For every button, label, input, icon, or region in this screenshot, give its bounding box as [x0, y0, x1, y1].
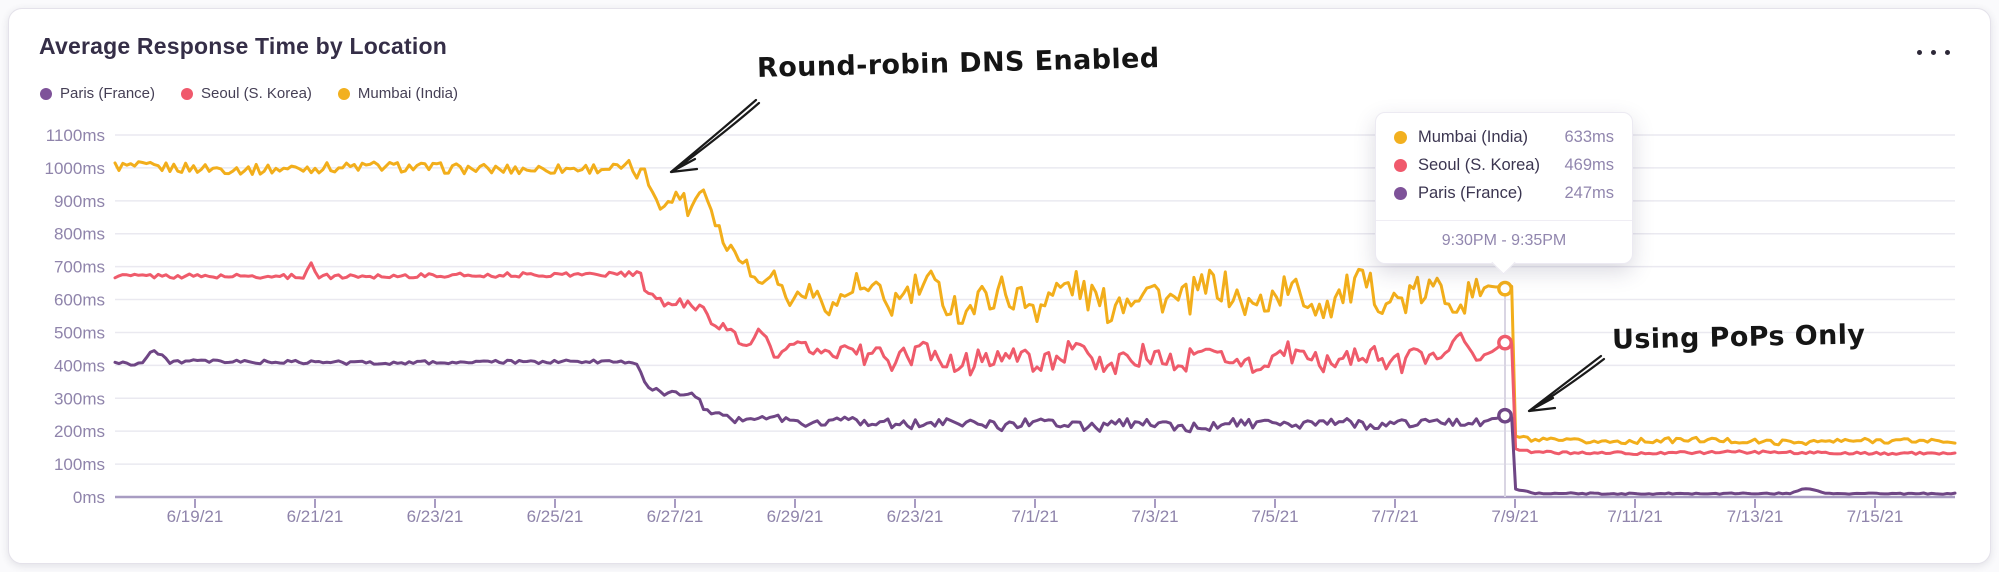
x-axis-label: 7/7/21	[1371, 507, 1418, 526]
page-title: Average Response Time by Location	[39, 33, 447, 59]
y-axis-label: 700ms	[54, 258, 105, 277]
ellipsis-icon	[1930, 49, 1936, 55]
x-axis-label: 6/25/21	[527, 507, 584, 526]
ellipsis-icon	[1944, 49, 1950, 55]
y-axis-label: 500ms	[54, 323, 105, 342]
x-axis-label: 7/1/21	[1011, 507, 1058, 526]
x-axis-label: 7/5/21	[1251, 507, 1298, 526]
y-axis-label: 200ms	[54, 422, 105, 441]
y-axis-label: 100ms	[54, 455, 105, 474]
tooltip-series-label: Seoul (S. Korea)	[1418, 156, 1540, 174]
y-axis-label: 900ms	[54, 192, 105, 211]
more-options-button[interactable]	[1906, 37, 1960, 67]
annotation-arrow-using-pops	[1527, 354, 1606, 413]
x-axis-label: 7/3/21	[1131, 507, 1178, 526]
x-axis-label: 6/29/21	[767, 507, 824, 526]
legend-dot-icon	[337, 87, 350, 100]
chart-legend: Paris (France) Seoul (S. Korea) Mumbai (…	[40, 85, 458, 102]
ellipsis-icon	[1916, 49, 1922, 55]
hover-marker-paris[interactable]	[1497, 407, 1513, 424]
tooltip-row-paris: Paris (France) 247ms	[1394, 184, 1614, 203]
series-dot-icon	[1394, 187, 1407, 200]
legend-item-mumbai[interactable]: Mumbai (India)	[337, 85, 458, 102]
legend-item-seoul[interactable]: Seoul (S. Korea)	[181, 85, 312, 102]
hover-marker-seoul[interactable]	[1497, 334, 1513, 351]
y-axis-label: 0ms	[73, 488, 105, 507]
legend-dot-icon	[40, 87, 52, 100]
x-axis-label: 7/15/21	[1847, 507, 1904, 526]
y-axis-label: 400ms	[54, 356, 105, 375]
tooltip-series-value: 469ms	[1564, 156, 1614, 174]
series-line-seoul[interactable]	[113, 261, 1957, 457]
x-axis-label: 6/19/21	[167, 507, 224, 526]
tooltip-divider	[1376, 220, 1632, 221]
legend-label: Paris (France)	[60, 85, 156, 102]
series-dot-icon	[1394, 159, 1407, 172]
legend-dot-icon	[181, 87, 194, 100]
y-axis-label: 1100ms	[46, 126, 105, 145]
chart-tooltip: Mumbai (India) 633ms Seoul (S. Korea) 46…	[1375, 112, 1633, 275]
tooltip-time-range: 9:30PM - 9:35PM	[1441, 232, 1567, 249]
y-axis-label: 300ms	[54, 389, 105, 408]
tooltip-series-label: Mumbai (India)	[1418, 128, 1529, 146]
tooltip-series-label: Paris (France)	[1418, 184, 1523, 202]
tooltip-row-seoul: Seoul (S. Korea) 469ms	[1394, 156, 1614, 175]
tooltip-series-value: 247ms	[1564, 184, 1614, 202]
series-dot-icon	[1394, 131, 1407, 144]
x-axis-label: 6/23/21	[887, 507, 944, 526]
legend-label: Seoul (S. Korea)	[201, 85, 312, 102]
annotation-arrow-round-robin	[669, 98, 761, 174]
y-axis-label: 1000ms	[45, 159, 105, 178]
legend-label: Mumbai (India)	[357, 85, 458, 102]
hover-marker-mumbai[interactable]	[1497, 280, 1513, 297]
x-axis-label: 6/23/21	[407, 507, 464, 526]
tooltip-row-mumbai: Mumbai (India) 633ms	[1394, 128, 1614, 147]
x-axis-label: 7/11/21	[1607, 507, 1662, 526]
x-axis-label: 6/27/21	[647, 507, 704, 526]
tooltip-series-value: 633ms	[1564, 128, 1614, 146]
x-axis-label: 7/13/21	[1727, 507, 1784, 526]
legend-item-paris[interactable]: Paris (France)	[40, 85, 155, 102]
series-line-paris[interactable]	[113, 349, 1957, 496]
x-axis-label: 7/9/21	[1491, 507, 1538, 526]
x-axis-label: 6/21/21	[287, 507, 344, 526]
series-line-mumbai[interactable]	[113, 159, 1957, 447]
y-axis-label: 600ms	[54, 291, 105, 310]
y-axis-label: 800ms	[54, 225, 105, 244]
tooltip-rows: Mumbai (India) 633ms Seoul (S. Korea) 46…	[1376, 113, 1632, 220]
